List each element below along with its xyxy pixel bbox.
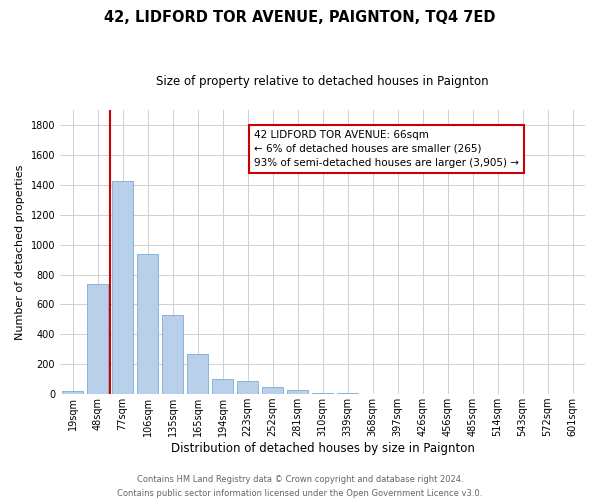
Bar (187, 354, 208, 394)
Y-axis label: Number of detached properties: Number of detached properties (15, 164, 25, 340)
Text: 42 LIDFORD TOR AVENUE: 66sqm
← 6% of detached houses are smaller (265)
93% of se: 42 LIDFORD TOR AVENUE: 66sqm ← 6% of det… (254, 130, 519, 168)
Bar (262, 386, 283, 394)
Bar (137, 254, 158, 394)
Bar (112, 181, 133, 394)
Text: Contains HM Land Registry data © Crown copyright and database right 2024.
Contai: Contains HM Land Registry data © Crown c… (118, 476, 482, 498)
Title: Size of property relative to detached houses in Paignton: Size of property relative to detached ho… (156, 75, 489, 88)
Bar (62, 391, 83, 394)
X-axis label: Distribution of detached houses by size in Paignton: Distribution of detached houses by size … (170, 442, 475, 455)
Bar (87, 284, 108, 394)
Bar (162, 315, 183, 394)
Bar (237, 380, 258, 394)
Text: 42, LIDFORD TOR AVENUE, PAIGNTON, TQ4 7ED: 42, LIDFORD TOR AVENUE, PAIGNTON, TQ4 7E… (104, 10, 496, 25)
Bar (212, 379, 233, 394)
Bar (287, 390, 308, 394)
